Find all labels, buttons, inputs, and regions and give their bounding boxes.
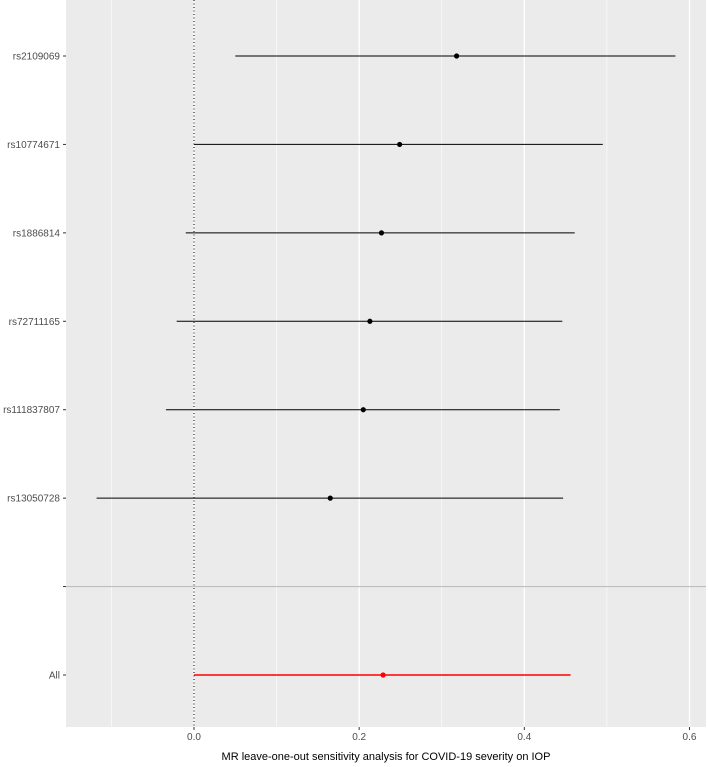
x-axis-title: MR leave-one-out sensitivity analysis fo… <box>222 751 551 763</box>
x-tick-label: 0.0 <box>187 732 201 743</box>
point-estimate <box>327 495 333 501</box>
x-axis: 0.0 0.2 0.4 0.6 <box>187 727 697 743</box>
y-tick-label: All <box>49 671 60 682</box>
y-tick-label: rs2109069 <box>13 52 61 63</box>
y-tick-label: rs72711165 <box>9 317 61 328</box>
point-estimate <box>367 318 373 324</box>
point-estimate <box>360 407 366 413</box>
point-estimate <box>397 141 403 148</box>
plot-panel <box>66 0 706 727</box>
grid-lines <box>111 0 691 727</box>
point-estimate <box>454 53 460 59</box>
x-tick-label: 0.4 <box>517 732 531 743</box>
y-tick-label: rs111837807 <box>3 405 60 416</box>
y-tick-label: rs13050728 <box>7 494 60 505</box>
x-tick-label: 0.2 <box>352 732 366 743</box>
summary-point <box>380 672 386 678</box>
x-tick-label: 0.6 <box>683 732 697 743</box>
point-estimate <box>378 230 385 236</box>
y-tick-label: rs10774671 <box>7 140 60 151</box>
y-tick-label: rs1886814 <box>13 228 61 239</box>
rows-layer: rs2109069 rs10774671 rs1886814 rs72711165 rs… <box>3 52 706 682</box>
